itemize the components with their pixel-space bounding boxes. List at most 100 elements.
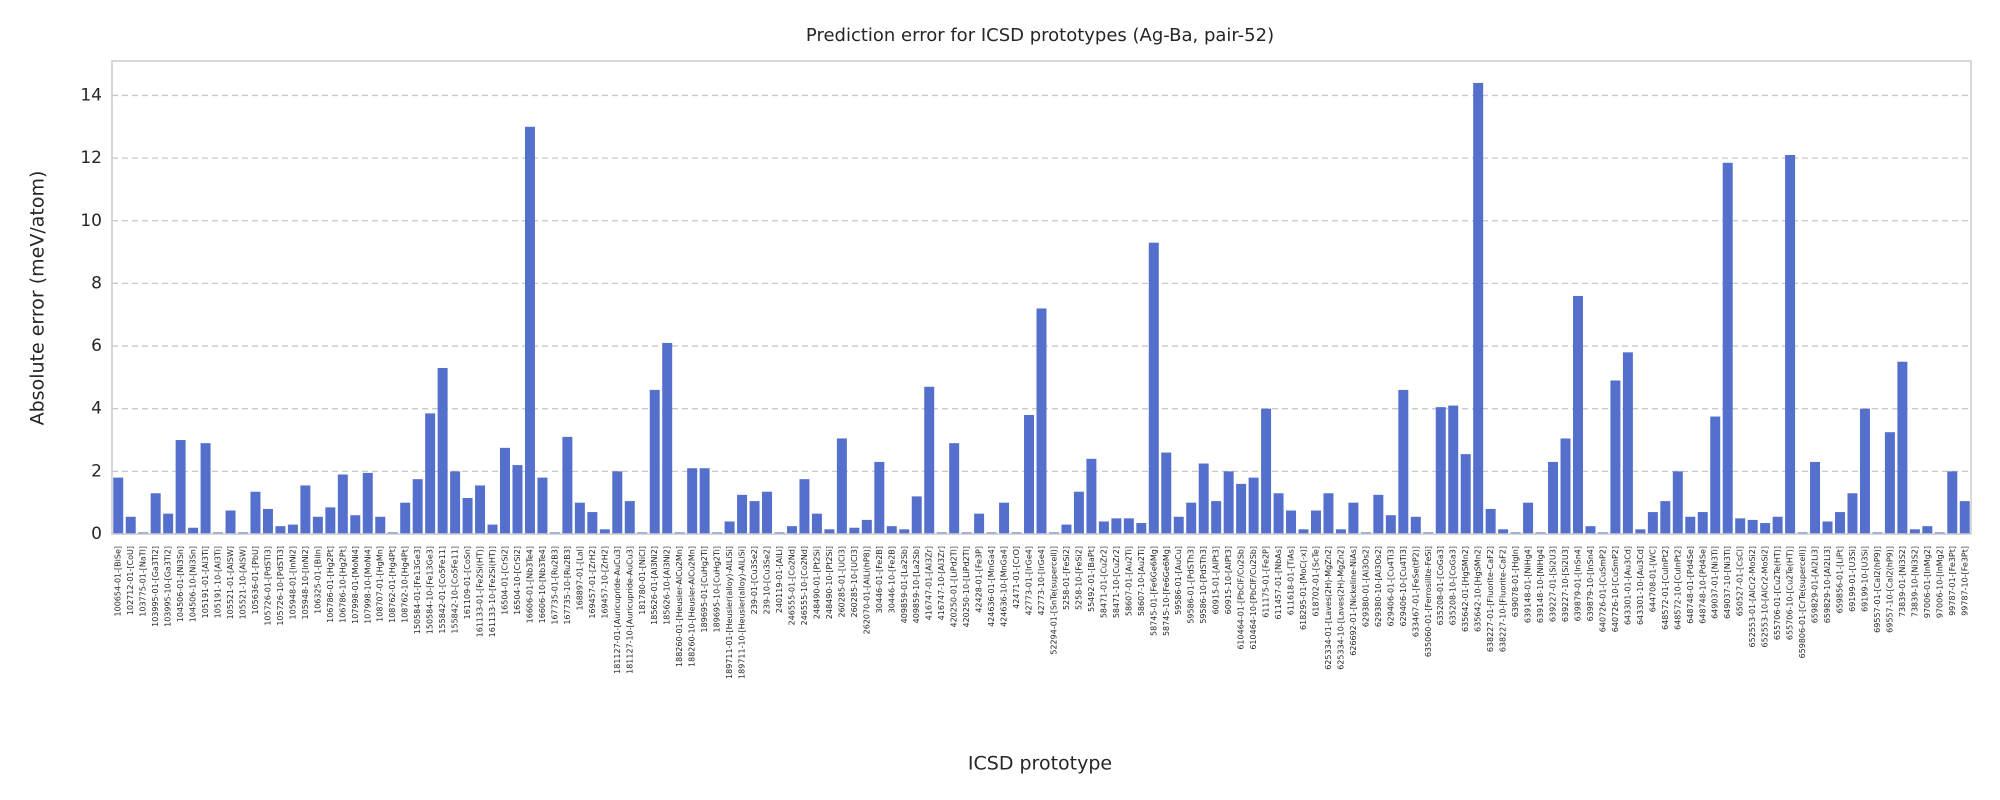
bar	[1310, 510, 1321, 534]
bar	[1098, 521, 1109, 534]
bar	[899, 529, 910, 534]
x-tick-label: 655706-01-[Cu2Te(HT)]	[1773, 546, 1782, 640]
x-tick-label: 638227-01-[Fluorite-CaF2]	[1486, 546, 1495, 652]
bar	[1610, 380, 1621, 534]
x-tick-label: 167735-01-[Ru2B3]	[550, 546, 559, 625]
x-tick-label: 189711-10-[Heusler(alloy)-AlLiSi]	[738, 546, 747, 679]
x-tick-label: 648748-10-[Pd4Se]	[1698, 546, 1707, 624]
bar	[325, 507, 336, 534]
bar	[425, 413, 436, 534]
bar	[749, 501, 760, 534]
x-tick-label: 618702-01-[ScTe]	[1311, 546, 1320, 617]
bar	[1261, 408, 1272, 534]
bar	[450, 471, 461, 534]
bar	[163, 513, 174, 534]
bar	[437, 367, 448, 534]
bar	[861, 519, 872, 534]
x-tick-label: 106786-10-[Hg2Pt]	[338, 546, 347, 623]
bar	[300, 485, 311, 534]
x-tick-label: 239-10-[Cu3Se2]	[763, 546, 772, 614]
bar	[786, 526, 797, 534]
x-tick-label: 108707-01-[HgMn]	[376, 546, 385, 622]
x-tick-label: 5258-01-[FeSi2]	[1062, 546, 1071, 610]
x-tick-label: 655706-10-[Cu2Te(HT)]	[1786, 546, 1795, 640]
bar	[1323, 493, 1334, 534]
x-tick-label: 652553-01-[AlCr2-MoSi2]	[1748, 546, 1757, 647]
bar	[1523, 502, 1534, 534]
x-tick-label: 416747-10-[Al3Zr]	[937, 546, 946, 620]
bar	[674, 532, 685, 534]
bar	[1024, 414, 1035, 534]
bar	[1398, 389, 1409, 534]
x-tick-label: 639148-10-[NiHg4]	[1536, 546, 1545, 623]
x-tick-label: 424636-01-[MnGa4]	[987, 546, 996, 627]
x-tick-label: 30446-01-[Fe2B]	[875, 546, 884, 613]
x-tick-label: 639879-10-[InSn4]	[1586, 546, 1595, 621]
bar	[799, 479, 810, 534]
bar	[1859, 408, 1870, 534]
bar	[1186, 502, 1197, 534]
x-tick-label: 629380-01-[Al3Os2]	[1361, 546, 1370, 627]
bar	[287, 524, 298, 534]
y-tick-label: 14	[80, 85, 102, 105]
bar	[1360, 532, 1371, 534]
bar	[1385, 515, 1396, 534]
bar	[138, 532, 149, 534]
bar	[961, 532, 972, 534]
x-tick-label: 248490-10-[Pt2Si]	[825, 546, 834, 619]
bar	[1223, 471, 1234, 534]
x-tick-label: 169457-10-[ZrH2]	[600, 546, 609, 619]
x-tick-label: 629406-10-[Cu4Ti3]	[1399, 546, 1408, 626]
x-tick-label: 625334-01-[Laves(2H)-MgZn2]	[1324, 546, 1333, 670]
x-tick-label: 103775-01-[NaTl]	[139, 546, 148, 617]
x-tick-label: 262070-01-[AlLi(hP8)]	[862, 546, 871, 634]
x-tick-label: 188260-10-[Heusler-AlCu2Mn]	[688, 546, 697, 667]
bar	[1872, 532, 1883, 534]
bar	[836, 438, 847, 534]
bar	[113, 477, 124, 534]
x-tick-label: 610464-01-[PbClF/Cu2Sb]	[1237, 546, 1246, 650]
bar	[462, 497, 473, 534]
bar	[200, 443, 211, 534]
bar	[936, 532, 947, 534]
bar	[400, 502, 411, 534]
bar	[537, 477, 548, 534]
x-tick-label: 409859-01-[La2Sb]	[900, 546, 909, 623]
x-tick-label: 30446-10-[Fe2B]	[887, 546, 896, 613]
bar	[1722, 162, 1733, 535]
bar	[1073, 491, 1084, 534]
bar	[1498, 529, 1509, 534]
bar	[737, 494, 748, 534]
x-tick-label: 155842-01-[Co5Fe11]	[438, 546, 447, 634]
x-tick-label: 635642-10-[HgSMn2]	[1474, 546, 1483, 632]
bar	[1622, 352, 1633, 534]
x-tick-label: 58607-10-[Au2Ti]	[1137, 546, 1146, 616]
x-tick-label: 643301-01-[Au3Cd]	[1623, 546, 1632, 625]
bar	[1597, 532, 1608, 534]
bar	[1198, 463, 1209, 534]
y-tick-label: 6	[91, 336, 102, 356]
bar	[1286, 510, 1297, 534]
x-tick-label: 161133-10-[Fe2Si(HT)]	[488, 546, 497, 637]
bar	[824, 529, 835, 534]
x-tick-label: 189711-01-[Heusler(alloy)-AlLiSi]	[725, 546, 734, 679]
bar	[699, 468, 710, 534]
bar	[500, 447, 511, 534]
x-tick-label: 639879-01-[InSn4]	[1573, 546, 1582, 621]
bar	[549, 532, 560, 534]
x-tick-label: 167735-10-[Ru2B3]	[563, 546, 572, 625]
bar	[886, 526, 897, 534]
bar	[1548, 461, 1559, 534]
bar	[1897, 361, 1908, 534]
x-tick-label: 52294-01-[SnTe(supercell)]	[1049, 546, 1058, 655]
x-tick-label: 16606-01-[Nb3Te4]	[525, 546, 534, 623]
bar	[874, 461, 885, 534]
x-tick-label: 420250-01-[LiPd2Tl]	[950, 546, 959, 628]
bar	[986, 532, 997, 534]
x-tick-label: 650527-01-[CsCl]	[1736, 546, 1745, 616]
x-tick-label: 168897-01-[LaI]	[575, 546, 584, 610]
bar	[1510, 532, 1521, 534]
x-tick-label: 105636-01-[PbU]	[251, 546, 260, 615]
bar	[1211, 501, 1222, 534]
x-tick-label: 260285-10-[UCl3]	[850, 546, 859, 618]
